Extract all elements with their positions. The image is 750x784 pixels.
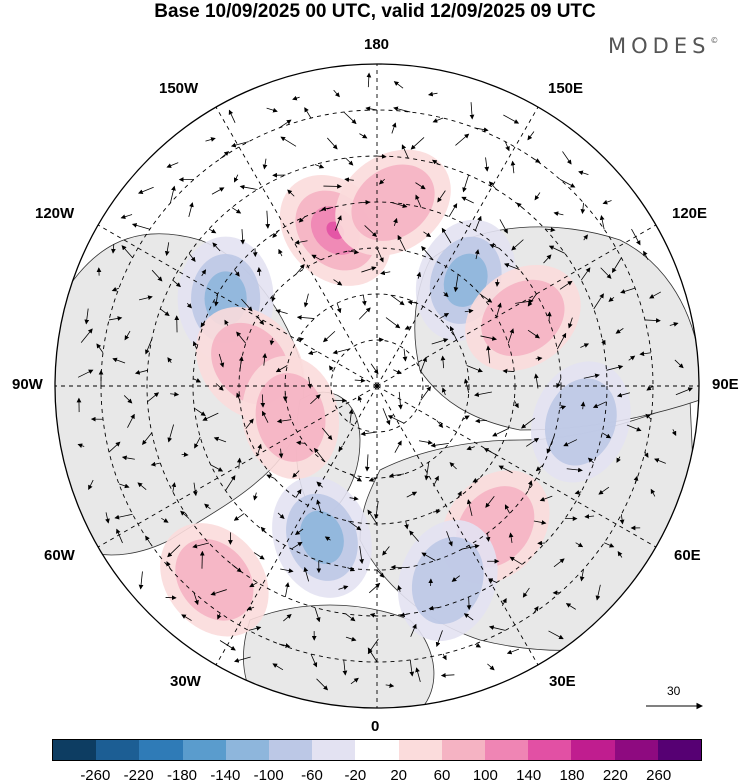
colorbar-tick-label: 260 (646, 767, 671, 784)
wind-vector (182, 454, 188, 455)
colorbar-tick-label: 60 (434, 767, 451, 784)
meridian-label-60w: 60W (44, 547, 75, 564)
colorbar-tick-label: 180 (559, 767, 584, 784)
colorbar-tick-label: -260 (80, 767, 110, 784)
colorbar-swatch (96, 740, 139, 760)
colorbar-swatch (183, 740, 226, 760)
meridian-label-30e: 30E (549, 673, 576, 690)
colorbar (52, 739, 702, 761)
meridian-label-30w: 30W (170, 673, 201, 690)
colorbar-tick-label: -100 (254, 767, 284, 784)
colorbar-swatch (571, 740, 614, 760)
wind-vector (469, 597, 470, 609)
meridian-label-180: 180 (364, 36, 389, 53)
africa-land (243, 605, 434, 710)
colorbar-swatch (53, 740, 96, 760)
colorbar-tick-label: 100 (473, 767, 498, 784)
meridian-label-90w: 90W (12, 376, 43, 393)
colorbar-tick-label: -140 (210, 767, 240, 784)
colorbar-swatch (226, 740, 269, 760)
colorbar-swatch (658, 740, 701, 760)
meridian-label-0: 0 (371, 718, 379, 735)
colorbar-swatch (442, 740, 485, 760)
wind-vector (549, 312, 550, 320)
meridian-label-150w: 150W (159, 80, 198, 97)
polar-map (0, 0, 750, 735)
colorbar-swatch (615, 740, 658, 760)
colorbar-swatch (139, 740, 182, 760)
meridian-label-150e: 150E (548, 80, 583, 97)
colorbar-tick-label: -20 (344, 767, 366, 784)
colorbar-tick-label: -180 (167, 767, 197, 784)
meridian-label-60e: 60E (674, 547, 701, 564)
colorbar-swatch (528, 740, 571, 760)
colorbar-tick-label: -60 (301, 767, 323, 784)
meridian-label-120w: 120W (35, 205, 74, 222)
meridian-label-120e: 120E (672, 205, 707, 222)
colorbar-swatch (269, 740, 312, 760)
colorbar-swatch (312, 740, 355, 760)
colorbar-tick-label: -220 (124, 767, 154, 784)
colorbar-swatch (355, 740, 398, 760)
reference-vector-label: 30 (667, 684, 680, 698)
colorbar-tick-label: 140 (516, 767, 541, 784)
meridian-label-90e: 90E (712, 376, 739, 393)
colorbar-swatch (399, 740, 442, 760)
colorbar-swatch (485, 740, 528, 760)
colorbar-tick-label: 20 (390, 767, 407, 784)
colorbar-tick-label: 220 (603, 767, 628, 784)
